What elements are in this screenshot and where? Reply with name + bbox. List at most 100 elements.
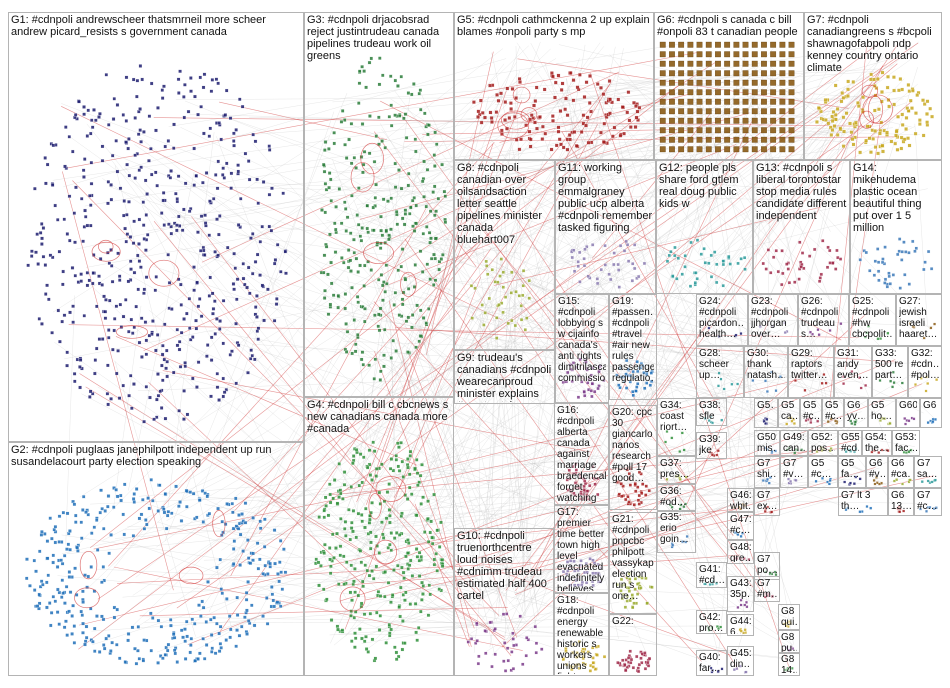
edge-highlight [162,370,592,453]
edge [534,113,715,579]
edge [484,264,845,370]
edge [471,232,771,483]
edge [91,407,832,646]
group-box-g49 [780,430,808,456]
edge [689,91,840,411]
edge [138,136,647,536]
group-label-g32: G32: #cdn… #pol… [911,348,939,381]
edge [428,310,778,539]
node-cluster-g47 [733,531,745,538]
edge [387,49,856,267]
node-cluster-g5f [843,475,862,486]
edge [394,157,804,192]
edge [124,48,504,341]
node-cluster-g6c [892,478,912,486]
group-box-g11 [555,160,656,294]
edge [530,144,701,634]
edge [686,125,923,340]
edge [78,69,541,545]
edge-highlight [153,117,868,127]
edge [515,222,746,505]
group-label-g5a: G5 ca… [781,400,797,422]
edge [496,67,678,569]
edge [375,78,905,640]
edge [486,298,675,472]
group-label-g7f: G7 sa… [917,458,938,480]
group-label-g6c: G6 #ca… [891,458,911,480]
node-cluster-g8 [469,257,531,340]
edge [144,182,491,561]
edge [427,140,610,525]
edge [64,305,341,360]
node-cluster-g7c [787,477,798,485]
node-cluster-g15 [561,357,606,399]
edge [54,342,476,639]
edge [391,337,396,531]
group-label-g54: G54: the… [865,432,889,454]
edge [528,130,717,365]
edge [128,171,195,491]
group-label-g35: G35: erio goin… [660,512,689,545]
edge [385,102,906,287]
node-cluster-g6a [849,419,858,426]
edge-highlight [258,242,509,534]
group-label-g5b: G5 #c… [803,400,819,422]
group-label-g30: G30: thank natash… [747,348,785,381]
edge [249,117,874,130]
edge [344,495,929,504]
edge [225,296,911,405]
edge [122,568,503,598]
edge [348,232,493,244]
node-cluster-g12 [665,238,747,288]
edge-highlight [414,503,470,647]
edge-highlight [78,42,880,650]
edge [478,317,733,363]
group-label-g5d: G5 ho… [871,400,893,422]
group-label-g12: G12: people pls share ford gtlem real do… [659,162,739,210]
edge [66,481,846,554]
group-label-g6b: G6 #v… [869,458,885,480]
edge [184,309,821,627]
group-box-g7b [754,488,780,516]
edge [355,136,424,477]
group-box-g45 [727,646,754,676]
edge [338,566,511,615]
edge [511,416,850,599]
edge [552,75,769,444]
edge [353,266,504,479]
node-cluster-g55 [843,447,858,454]
edge [734,67,918,660]
edge [403,108,544,198]
edge [394,90,786,612]
edge [419,464,686,542]
group-label-g10: G10: #cdnpoli truenorthcentre loud noise… [457,530,547,602]
edge [394,46,605,302]
node-cluster-g5c [826,416,839,425]
edge [204,504,430,544]
edge [353,619,471,624]
node-cluster-g26 [808,322,843,337]
edge-highlight [191,216,482,594]
edge [148,309,414,531]
edge [181,330,534,494]
edge [84,103,690,207]
group-label-g34: G34: coast riort… [660,400,688,433]
group-label-g22: G22: [612,616,634,627]
group-box-g5f [838,456,866,488]
edge [356,234,477,575]
edge [163,202,793,646]
node-cluster-g7b [763,505,774,514]
edge-highlight [515,123,862,592]
group-box-g38 [696,398,727,426]
edge [65,295,75,545]
group-label-g9: G9: trudeau's canadians #cdnpoli weareca… [457,352,552,402]
edge [489,44,586,648]
edge-highlight [231,242,478,514]
edge [593,83,847,444]
group-box-g50 [754,430,780,456]
group-label-g6a: G6 yv… [847,400,865,422]
group-box-g6b [866,456,888,488]
edge [394,243,771,585]
edge [516,72,775,629]
edge-highlight [505,324,708,591]
